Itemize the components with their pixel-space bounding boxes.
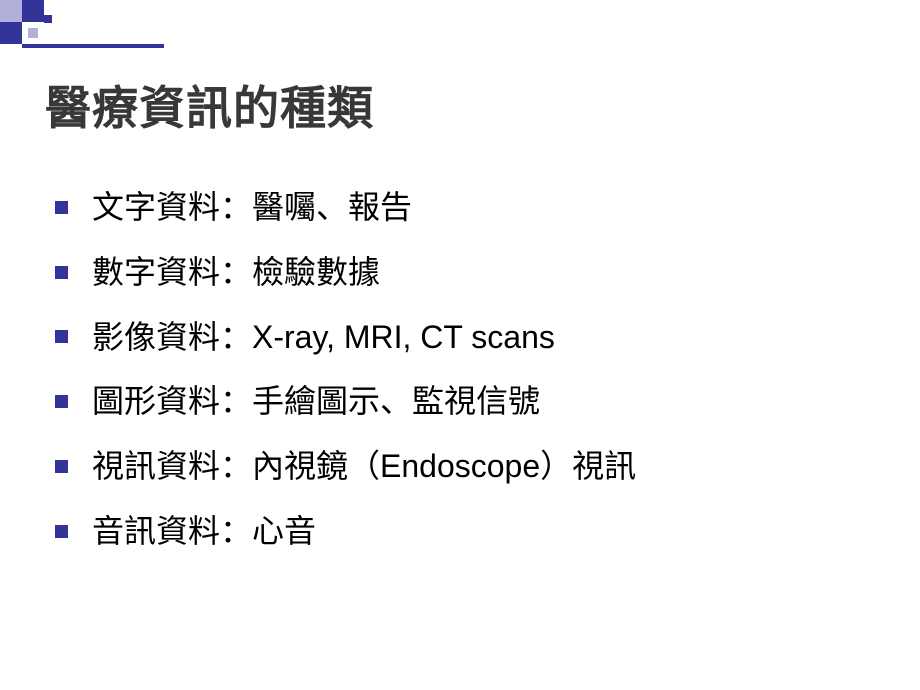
list-item-text: 影像資料：X-ray, MRI, CT scans	[92, 315, 555, 360]
list-item: 影像資料：X-ray, MRI, CT scans	[55, 315, 636, 360]
square-bullet-icon	[55, 201, 68, 214]
list-item-text: 音訊資料：心音	[92, 509, 316, 554]
list-item: 文字資料：醫囑、報告	[55, 185, 636, 230]
list-item-text: 數字資料：檢驗數據	[92, 250, 380, 295]
deco-square	[0, 0, 22, 22]
list-item: 視訊資料：內視鏡（Endoscope）視訊	[55, 444, 636, 489]
deco-square	[22, 44, 164, 48]
slide-title: 醫療資訊的種類	[45, 72, 374, 138]
list-item-text: 文字資料：醫囑、報告	[92, 185, 412, 230]
list-item: 音訊資料：心音	[55, 509, 636, 554]
square-bullet-icon	[55, 330, 68, 343]
list-item: 數字資料：檢驗數據	[55, 250, 636, 295]
square-bullet-icon	[55, 460, 68, 473]
square-bullet-icon	[55, 395, 68, 408]
deco-square	[28, 28, 38, 38]
bullet-list: 文字資料：醫囑、報告數字資料：檢驗數據影像資料：X-ray, MRI, CT s…	[55, 185, 636, 574]
list-item-text: 視訊資料：內視鏡（Endoscope）視訊	[92, 444, 636, 489]
deco-square	[22, 0, 44, 22]
square-bullet-icon	[55, 525, 68, 538]
deco-square	[0, 22, 22, 44]
list-item-text: 圖形資料：手繪圖示、監視信號	[92, 379, 540, 424]
list-item: 圖形資料：手繪圖示、監視信號	[55, 379, 636, 424]
deco-square	[44, 15, 52, 23]
corner-decoration	[0, 0, 145, 50]
square-bullet-icon	[55, 266, 68, 279]
